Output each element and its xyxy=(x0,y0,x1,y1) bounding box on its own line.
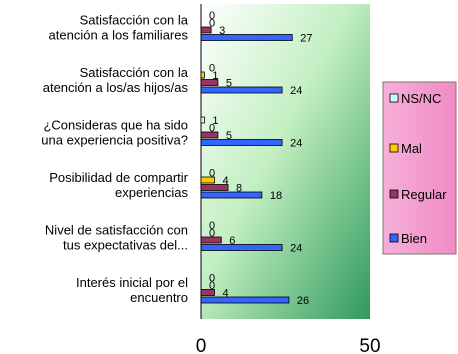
data-label: 8 xyxy=(236,183,242,195)
data-label: 0 xyxy=(209,63,215,75)
category-label-line: encuentro xyxy=(130,290,188,305)
legend-box xyxy=(382,81,457,255)
data-label: 27 xyxy=(300,33,312,45)
legend-label: NS/NC xyxy=(401,91,441,106)
data-label: 18 xyxy=(270,190,282,202)
data-label: 0 xyxy=(209,280,215,292)
data-label: 4 xyxy=(223,175,229,187)
bars xyxy=(200,26,293,304)
x-axis-ticks: 0 50 xyxy=(196,336,381,354)
category-label: ¿Consideras que ha sido una experiencia p… xyxy=(41,117,188,147)
category-label-line: una experiencia positiva? xyxy=(41,132,188,147)
legend: NS/NC Mal Regular Bien xyxy=(382,81,457,255)
data-label: 0 xyxy=(209,10,215,22)
category-label-line: Nivel de satisfacción con xyxy=(45,222,188,237)
data-label: 0 xyxy=(209,18,215,30)
bar-nsnc xyxy=(200,116,205,124)
category-label: Nivel de satisfacción con tus expectativa… xyxy=(45,222,188,252)
category-label: Satisfacción con la atención a los famili… xyxy=(49,12,189,42)
data-label: 0 xyxy=(209,228,215,240)
data-label: 1 xyxy=(212,115,218,127)
category-label: Satisfacción con la atención a los/as hij… xyxy=(43,65,189,95)
data-label: 5 xyxy=(226,78,232,90)
bar-bien xyxy=(200,244,283,251)
legend-swatch xyxy=(389,93,399,103)
bar-bien xyxy=(200,191,263,199)
data-label: 4 xyxy=(223,288,229,300)
category-label-line: Satisfacción con la xyxy=(80,12,189,27)
data-label: 24 xyxy=(290,243,302,255)
legend-swatch xyxy=(389,189,399,199)
legend-label: Regular xyxy=(401,187,447,202)
bar-bien xyxy=(200,296,290,304)
data-label: 6 xyxy=(229,235,235,247)
data-label: 0 xyxy=(209,273,215,285)
x-tick-label: 0 xyxy=(196,336,207,354)
data-label: 24 xyxy=(290,85,302,97)
data-label: 0 xyxy=(209,123,215,135)
bar-mal xyxy=(200,176,215,184)
legend-label: Mal xyxy=(401,141,422,156)
data-label: 5 xyxy=(226,130,232,142)
category-label-line: tus expectativas del... xyxy=(63,237,188,252)
bar-bien xyxy=(200,139,283,146)
x-tick-label: 50 xyxy=(359,336,380,354)
category-label-line: atención a los/as hijos/as xyxy=(43,80,189,95)
category-label-line: atención a los familiares xyxy=(49,27,189,42)
legend-swatch xyxy=(389,143,399,153)
data-label: 3 xyxy=(219,25,225,37)
bar-regular xyxy=(200,289,215,296)
bar-regular xyxy=(200,184,229,191)
data-label: 1 xyxy=(212,70,218,82)
category-label: Interés inicial por el encuentro xyxy=(76,275,188,305)
category-labels: Satisfacción con la atención a los famili… xyxy=(41,12,188,305)
category-label-line: experiencias xyxy=(115,185,188,200)
data-label: 0 xyxy=(209,220,215,232)
data-label: 26 xyxy=(297,295,309,307)
bar-regular xyxy=(200,131,219,139)
bar-regular xyxy=(200,236,222,244)
plot-area xyxy=(201,4,370,319)
bar-regular xyxy=(200,26,212,34)
category-label-line: Interés inicial por el xyxy=(76,275,188,290)
category-label: Posibilidad de compartir experiencias xyxy=(49,170,188,200)
category-label-line: ¿Consideras que ha sido xyxy=(43,117,188,132)
data-label: 0 xyxy=(209,168,215,180)
bar-mal xyxy=(200,71,205,79)
bar-bien xyxy=(200,86,283,94)
category-label-line: Satisfacción con la xyxy=(80,65,189,80)
legend-swatch xyxy=(389,233,399,243)
bar-regular xyxy=(200,79,219,86)
category-label-line: Posibilidad de compartir xyxy=(49,170,188,185)
bar-bien xyxy=(200,34,293,41)
data-label: 24 xyxy=(290,138,302,150)
legend-label: Bien xyxy=(401,231,427,246)
